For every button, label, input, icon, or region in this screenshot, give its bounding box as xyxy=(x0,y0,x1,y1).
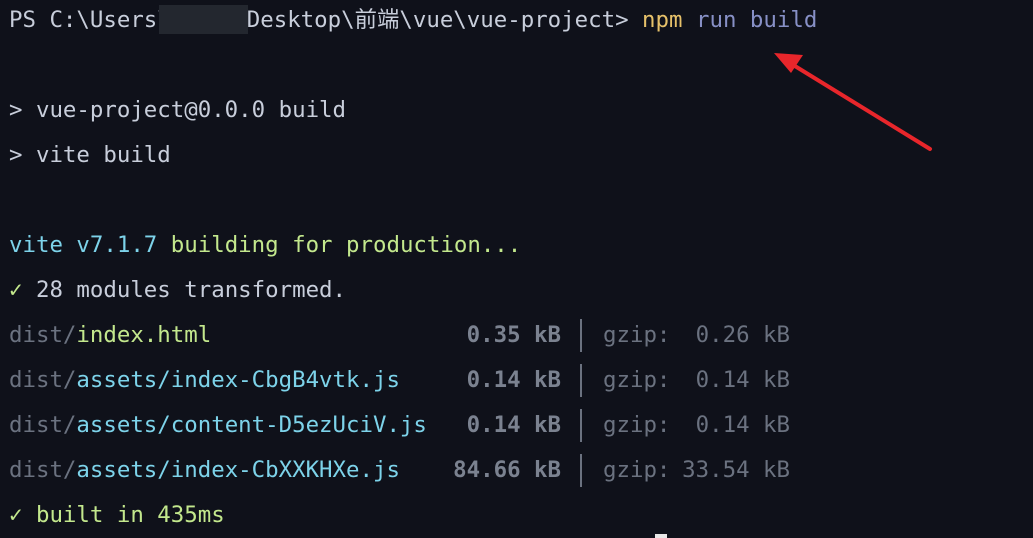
built-text: built in 435ms xyxy=(22,502,225,528)
transformed-text: 28 modules transformed. xyxy=(22,277,347,303)
build-output-row: dist/assets/content-D5ezUciV.js 0.14 kB gz… xyxy=(0,403,1033,448)
check-icon: ✓ xyxy=(9,502,23,528)
gzip-size: 33.54 kB xyxy=(682,457,790,483)
build-output-row: dist/assets/index-CbXXKHXe.js 84.66 kB gzi… xyxy=(0,448,1033,493)
build-output-row: dist/assets/index-CbgB4vtk.js 0.14 kB gzip… xyxy=(0,358,1033,403)
gzip-label: gzip: xyxy=(603,412,671,438)
vite-status-line: vite v7.1.7 building for production... xyxy=(9,223,521,268)
file-path: dist/assets/index-CbgB4vtk.js xyxy=(9,358,400,403)
file-size: 0.35 kB xyxy=(466,322,561,348)
file-size: 84.66 kB xyxy=(453,457,561,483)
gzip-size: 0.14 kB xyxy=(695,367,790,393)
vite-version: vite v7.1.7 xyxy=(9,232,158,258)
file-name: assets/content-D5ezUciV.js xyxy=(76,412,427,438)
gzip-label: gzip: xyxy=(603,457,671,483)
gzip-size: 0.26 kB xyxy=(695,322,790,348)
prompt-line: PS C:\Users\ Desktop\前端\vue\vue-project> … xyxy=(9,0,817,43)
command-npm: npm xyxy=(642,7,683,33)
file-path: dist/assets/content-D5ezUciV.js xyxy=(9,403,427,448)
file-size: 0.14 kB xyxy=(466,412,561,438)
command-args: run build xyxy=(682,7,818,33)
file-size: 0.14 kB xyxy=(466,367,561,393)
build-output-row: dist/index.html 0.35 kB gzip: 0.26 kB xyxy=(0,313,1033,358)
file-path: dist/assets/index-CbXXKHXe.js xyxy=(9,448,400,493)
vite-status: building for production... xyxy=(157,232,522,258)
column-separator xyxy=(580,454,582,487)
text-cursor xyxy=(655,534,667,538)
column-separator xyxy=(580,409,582,442)
file-name: assets/index-CbXXKHXe.js xyxy=(76,457,400,483)
script-line-2: > vite build xyxy=(9,142,171,168)
column-separator xyxy=(580,319,582,352)
check-icon: ✓ xyxy=(9,277,23,303)
file-path: dist/index.html xyxy=(9,313,211,358)
gzip-label: gzip: xyxy=(603,322,671,348)
file-dir: dist/ xyxy=(9,412,77,438)
script-line-1: > vue-project@0.0.0 build xyxy=(9,97,347,123)
file-name: assets/index-CbgB4vtk.js xyxy=(76,367,400,393)
redacted-username xyxy=(159,5,248,34)
file-dir: dist/ xyxy=(9,367,77,393)
prompt-path: Desktop\前端\vue\vue-project> xyxy=(246,7,643,33)
prompt-prefix: PS C:\Users\ xyxy=(9,7,171,33)
file-dir: dist/ xyxy=(9,322,77,348)
file-name: index.html xyxy=(76,322,212,348)
gzip-label: gzip: xyxy=(603,367,671,393)
column-separator xyxy=(580,364,582,397)
gzip-size: 0.14 kB xyxy=(695,412,790,438)
built-line: ✓ built in 435ms xyxy=(9,493,225,538)
transformed-line: ✓ 28 modules transformed. xyxy=(9,268,346,313)
file-dir: dist/ xyxy=(9,457,77,483)
